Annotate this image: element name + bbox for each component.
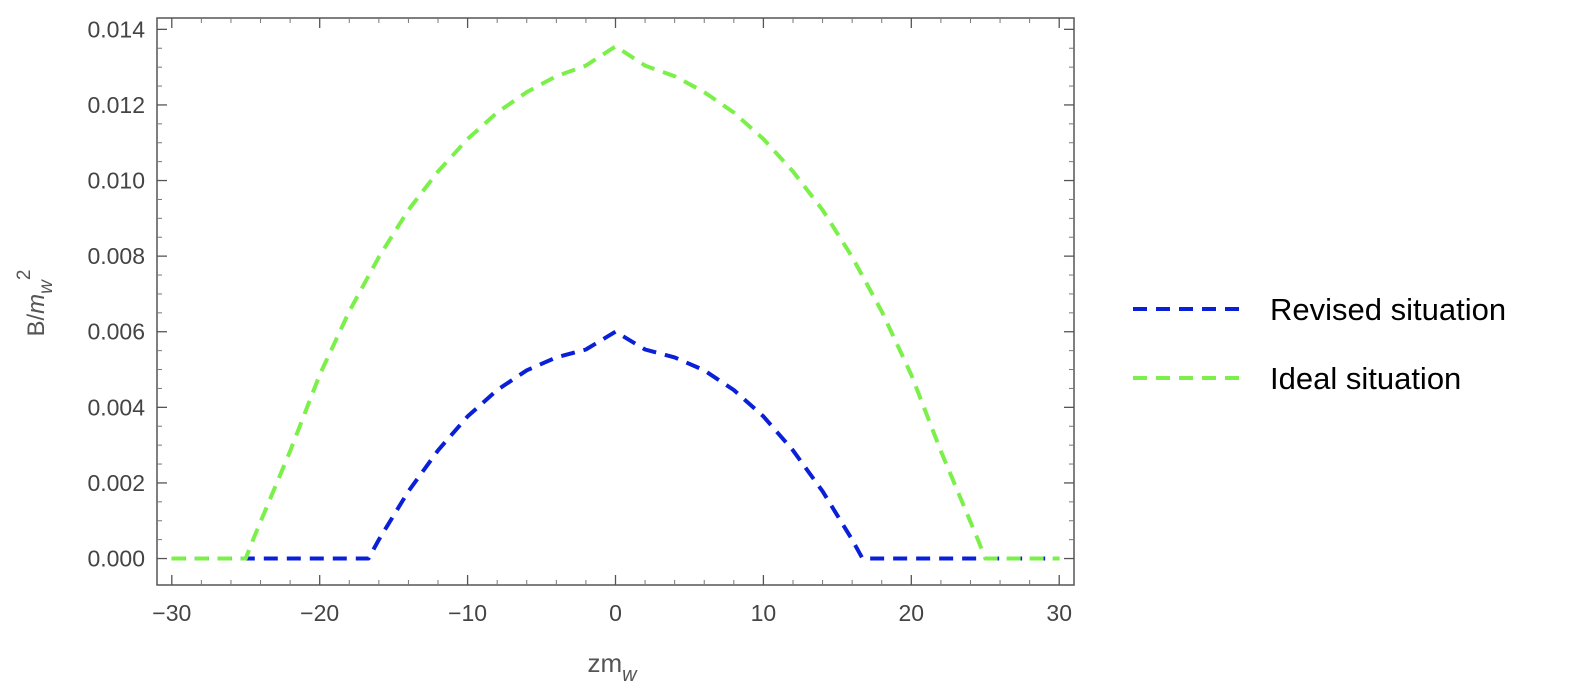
y-tick-label: 0.006 — [87, 319, 145, 345]
x-axis-ticks: −30 −20 −10 0 10 20 30 — [152, 18, 1072, 626]
legend-label-ideal: Ideal situation — [1270, 361, 1461, 396]
y-axis-label: B/mw2 — [14, 270, 57, 337]
x-tick-label: 20 — [899, 600, 925, 626]
plot-frame — [156, 17, 1075, 586]
legend-item-revised: Revised situation — [1133, 292, 1506, 327]
y-axis-ticks: 0.000 0.002 0.004 0.006 0.008 0.010 0.012 0.014 — [87, 16, 1074, 572]
y-tick-label: 0.008 — [87, 243, 145, 269]
legend-label-revised: Revised situation — [1270, 292, 1506, 327]
x-tick-label: 30 — [1046, 600, 1072, 626]
series-line-ideal — [171, 44, 1060, 561]
y-tick-label: 0.002 — [87, 470, 145, 496]
y-tick-label: 0.004 — [87, 394, 145, 420]
y-tick-label: 0.014 — [87, 16, 145, 42]
y-tick-label: 0.000 — [87, 546, 145, 572]
x-tick-label: −30 — [152, 600, 191, 626]
x-tick-label: 10 — [751, 600, 777, 626]
legend-item-ideal: Ideal situation — [1133, 361, 1461, 396]
x-tick-label: −10 — [448, 600, 487, 626]
y-tick-label: 0.010 — [87, 168, 145, 194]
x-tick-label: −20 — [300, 600, 339, 626]
x-tick-label: 0 — [609, 600, 622, 626]
series-line-revised — [171, 329, 1060, 561]
y-tick-label: 0.012 — [87, 92, 145, 118]
x-axis-label: zmw — [587, 648, 638, 686]
minor-ticks — [157, 18, 1074, 585]
legend: Revised situation Ideal situation — [1133, 292, 1506, 396]
series-layer — [171, 44, 1060, 561]
